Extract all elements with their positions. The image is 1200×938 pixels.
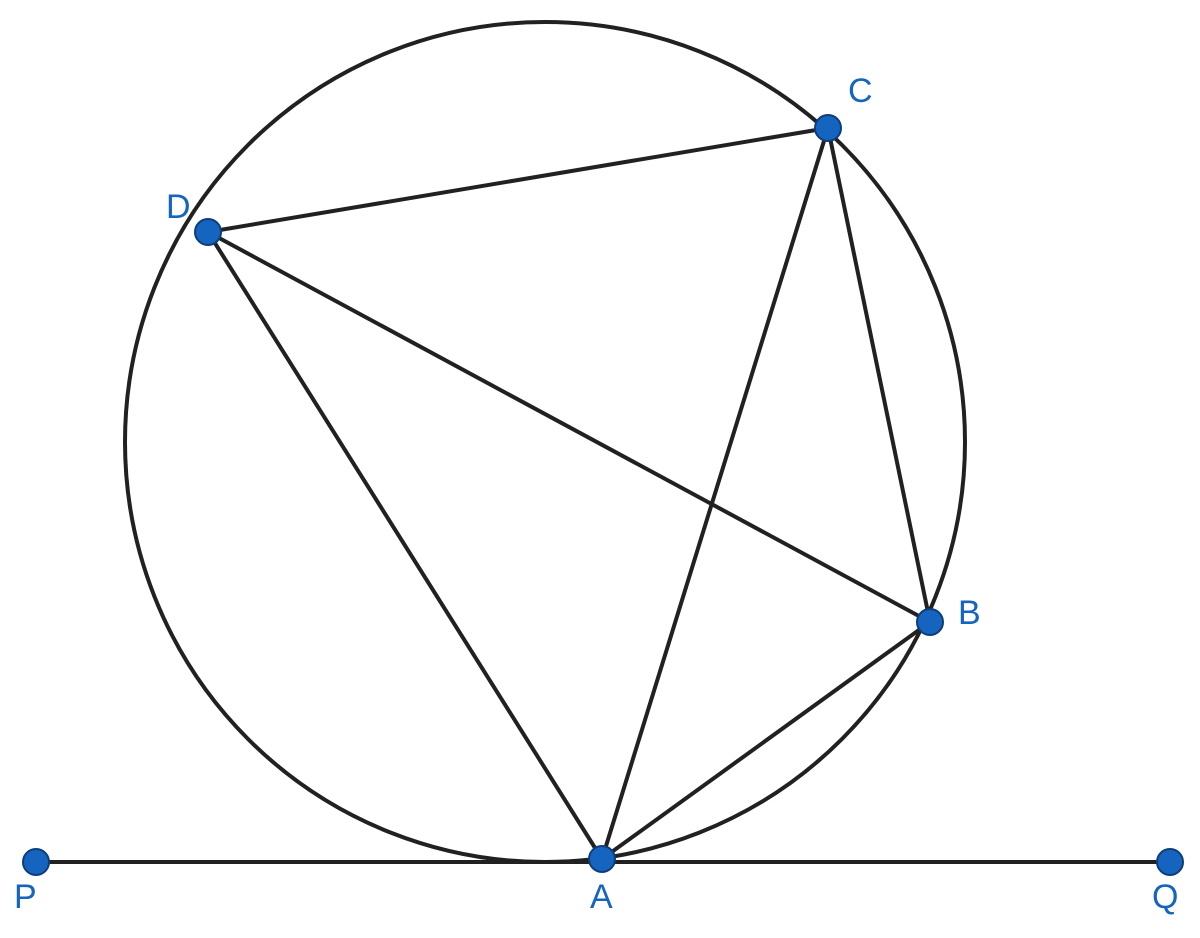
geometry-diagram: P A Q B C D: [0, 0, 1200, 938]
point-A: [589, 846, 615, 872]
point-B: [917, 609, 943, 635]
point-P: [23, 849, 49, 875]
label-C: C: [848, 72, 873, 110]
point-Q: [1157, 849, 1183, 875]
point-D: [195, 219, 221, 245]
label-P: P: [14, 878, 37, 916]
diagram-background: [0, 0, 1200, 938]
label-B: B: [958, 594, 981, 632]
label-D: D: [166, 188, 191, 226]
label-A: A: [590, 878, 613, 916]
point-C: [815, 115, 841, 141]
label-Q: Q: [1152, 878, 1178, 916]
